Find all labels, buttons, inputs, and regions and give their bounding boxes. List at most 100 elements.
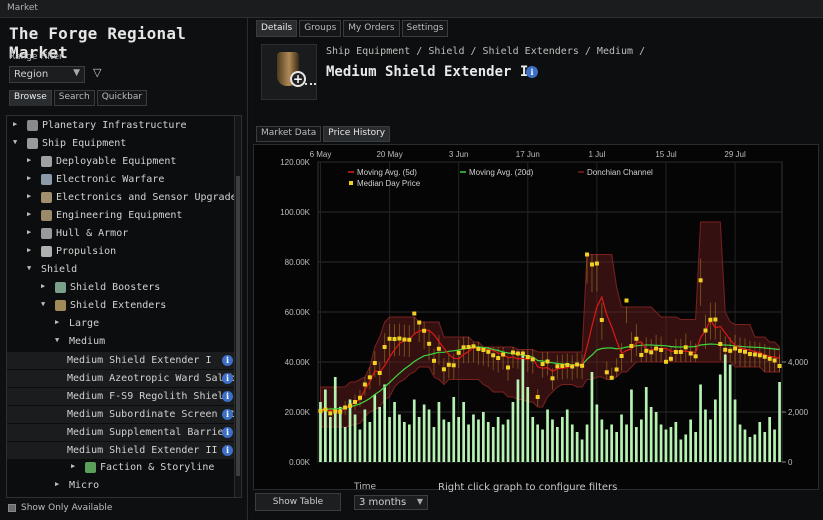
- median-day-price-point: [511, 350, 515, 355]
- median-day-price-point: [575, 362, 580, 367]
- caret-down-icon[interactable]: ▼: [13, 138, 18, 146]
- tree-group[interactable]: ▼ Shield Extenders: [7, 297, 235, 315]
- volume-bar: [398, 414, 401, 462]
- tree-item[interactable]: Medium Supplemental Barrier Emitter Ii: [7, 423, 235, 441]
- market-subtabs: Market Data Price History: [256, 126, 391, 142]
- caret-right-icon[interactable]: ▶: [27, 174, 32, 182]
- tree-group[interactable]: ▶ Hull & Armor: [7, 225, 235, 243]
- median-day-price-point: [688, 351, 693, 356]
- tree-item[interactable]: Medium Shield Extender I i: [7, 351, 235, 369]
- tree-item-label: Hull & Armor: [56, 228, 129, 239]
- caret-down-icon[interactable]: ▼: [27, 264, 32, 272]
- tab-quickbar[interactable]: Quickbar: [96, 90, 148, 106]
- time-range-select[interactable]: 3 months ▼: [354, 495, 428, 510]
- info-icon[interactable]: i: [222, 373, 233, 384]
- checkbox[interactable]: [8, 504, 16, 512]
- volume-bar: [358, 429, 362, 462]
- caret-right-icon[interactable]: ▶: [27, 228, 32, 236]
- caret-right-icon[interactable]: ▶: [27, 156, 32, 164]
- tab-details[interactable]: Details: [256, 20, 298, 37]
- volume-bar: [763, 432, 767, 462]
- tree-group[interactable]: ▶ Deployable Equipment: [7, 153, 235, 171]
- show-table-button[interactable]: Show Table: [255, 493, 341, 511]
- volume-bar: [605, 429, 609, 462]
- median-day-price-point: [515, 351, 520, 356]
- volume-bar: [615, 432, 618, 462]
- tab-groups[interactable]: Groups: [299, 20, 342, 37]
- legend-label: Moving Avg. (20d): [469, 168, 534, 177]
- median-day-price-point: [407, 337, 412, 342]
- ship-equipment-icon: [27, 138, 38, 149]
- tree-group[interactable]: ▼ Shield: [7, 261, 235, 279]
- caret-right-icon[interactable]: ▶: [27, 192, 32, 200]
- volume-bar: [541, 429, 544, 462]
- y2-tick-label: 0: [788, 458, 793, 467]
- tree-group[interactable]: ▶ Shield Boosters: [7, 279, 235, 297]
- info-icon[interactable]: i: [222, 391, 233, 402]
- range-filter-value: Region: [14, 69, 49, 80]
- tree-group[interactable]: ▶ Electronic Warfare: [7, 171, 235, 189]
- tree-group[interactable]: ▶ Planetary Infrastructure: [7, 117, 235, 135]
- show-only-available-toggle[interactable]: Show Only Available: [8, 503, 112, 513]
- tree-group[interactable]: ▶ Electronics and Sensor Upgrades: [7, 189, 235, 207]
- x-tick-label: 1 Jul: [588, 150, 605, 159]
- median-day-price-point: [525, 355, 530, 359]
- caret-right-icon[interactable]: ▶: [55, 318, 60, 326]
- volume-bar: [422, 404, 426, 462]
- caret-right-icon[interactable]: ▶: [13, 120, 18, 128]
- tree-item[interactable]: Medium Azeotropic Ward Salubrity Ii: [7, 369, 235, 387]
- tree-group[interactable]: ▶ Micro: [7, 477, 235, 495]
- price-history-svg[interactable]: 0.00K 20.00K 40.00K 60.00K 80.00K 100.00K 120.…: [254, 145, 820, 491]
- window-titlebar: Market: [0, 0, 823, 18]
- tab-search[interactable]: Search: [53, 90, 95, 106]
- median-day-price-point: [693, 354, 698, 359]
- info-icon[interactable]: i: [222, 427, 233, 438]
- sensor-icon: [41, 192, 52, 203]
- median-day-price-point: [392, 337, 397, 341]
- volume-bar: [699, 384, 702, 462]
- tab-my-orders[interactable]: My Orders: [343, 20, 400, 37]
- filter-icon[interactable]: ▽: [93, 66, 102, 79]
- tree-item[interactable]: Medium Subordinate Screen Stabilizer Ii: [7, 405, 235, 423]
- tree-group[interactable]: ▶ Faction & Storyline: [7, 459, 235, 477]
- caret-right-icon[interactable]: ▶: [27, 210, 32, 218]
- tab-market-data[interactable]: Market Data: [256, 126, 322, 142]
- tab-settings[interactable]: Settings: [401, 20, 449, 37]
- item-icon[interactable]: +: [261, 44, 317, 100]
- tree-group[interactable]: ▶ Propulsion: [7, 243, 235, 261]
- volume-bar: [575, 432, 579, 462]
- tree-item-label: Medium: [69, 336, 106, 347]
- range-filter-select[interactable]: Region ▼: [9, 66, 85, 83]
- info-icon[interactable]: i: [526, 66, 538, 78]
- volume-bar: [551, 419, 554, 462]
- caret-down-icon[interactable]: ▼: [55, 336, 60, 344]
- tree-group[interactable]: ▼ Medium: [7, 333, 235, 351]
- tree-item-label: Electronics and Sensor Upgrades: [56, 192, 235, 203]
- info-icon[interactable]: i: [222, 355, 233, 366]
- volume-bar: [462, 402, 465, 462]
- tree-group[interactable]: ▼ Ship Equipment: [7, 135, 235, 153]
- x-tick-label: 29 Jul: [724, 150, 746, 159]
- tree-group[interactable]: ▶ Engineering Equipment: [7, 207, 235, 225]
- volume-bar: [556, 427, 559, 462]
- caret-right-icon[interactable]: ▶: [41, 282, 46, 290]
- volume-bar: [610, 424, 613, 462]
- caret-down-icon[interactable]: ▼: [41, 300, 46, 308]
- info-icon[interactable]: i: [222, 409, 233, 420]
- tree-item[interactable]: Medium Shield Extender II i: [7, 441, 235, 459]
- tree-scrollbar-thumb[interactable]: [236, 176, 240, 476]
- tree-item[interactable]: Medium F-S9 Regolith Shield Inductioni: [7, 387, 235, 405]
- volume-bar: [319, 402, 322, 462]
- tree-group[interactable]: ▶ Large: [7, 315, 235, 333]
- tree-scrollbar[interactable]: [234, 116, 241, 497]
- price-history-chart[interactable]: 0.00K 20.00K 40.00K 60.00K 80.00K 100.00K 120.…: [253, 144, 819, 490]
- chevron-down-icon: ▼: [416, 497, 423, 506]
- caret-right-icon[interactable]: ▶: [71, 462, 76, 470]
- median-day-price-point: [476, 347, 481, 351]
- tab-price-history[interactable]: Price History: [323, 126, 391, 142]
- caret-right-icon[interactable]: ▶: [55, 480, 60, 488]
- caret-right-icon[interactable]: ▶: [27, 246, 32, 254]
- tab-browse[interactable]: Browse: [9, 90, 52, 106]
- info-icon[interactable]: i: [222, 445, 233, 456]
- volume-bar: [457, 417, 460, 462]
